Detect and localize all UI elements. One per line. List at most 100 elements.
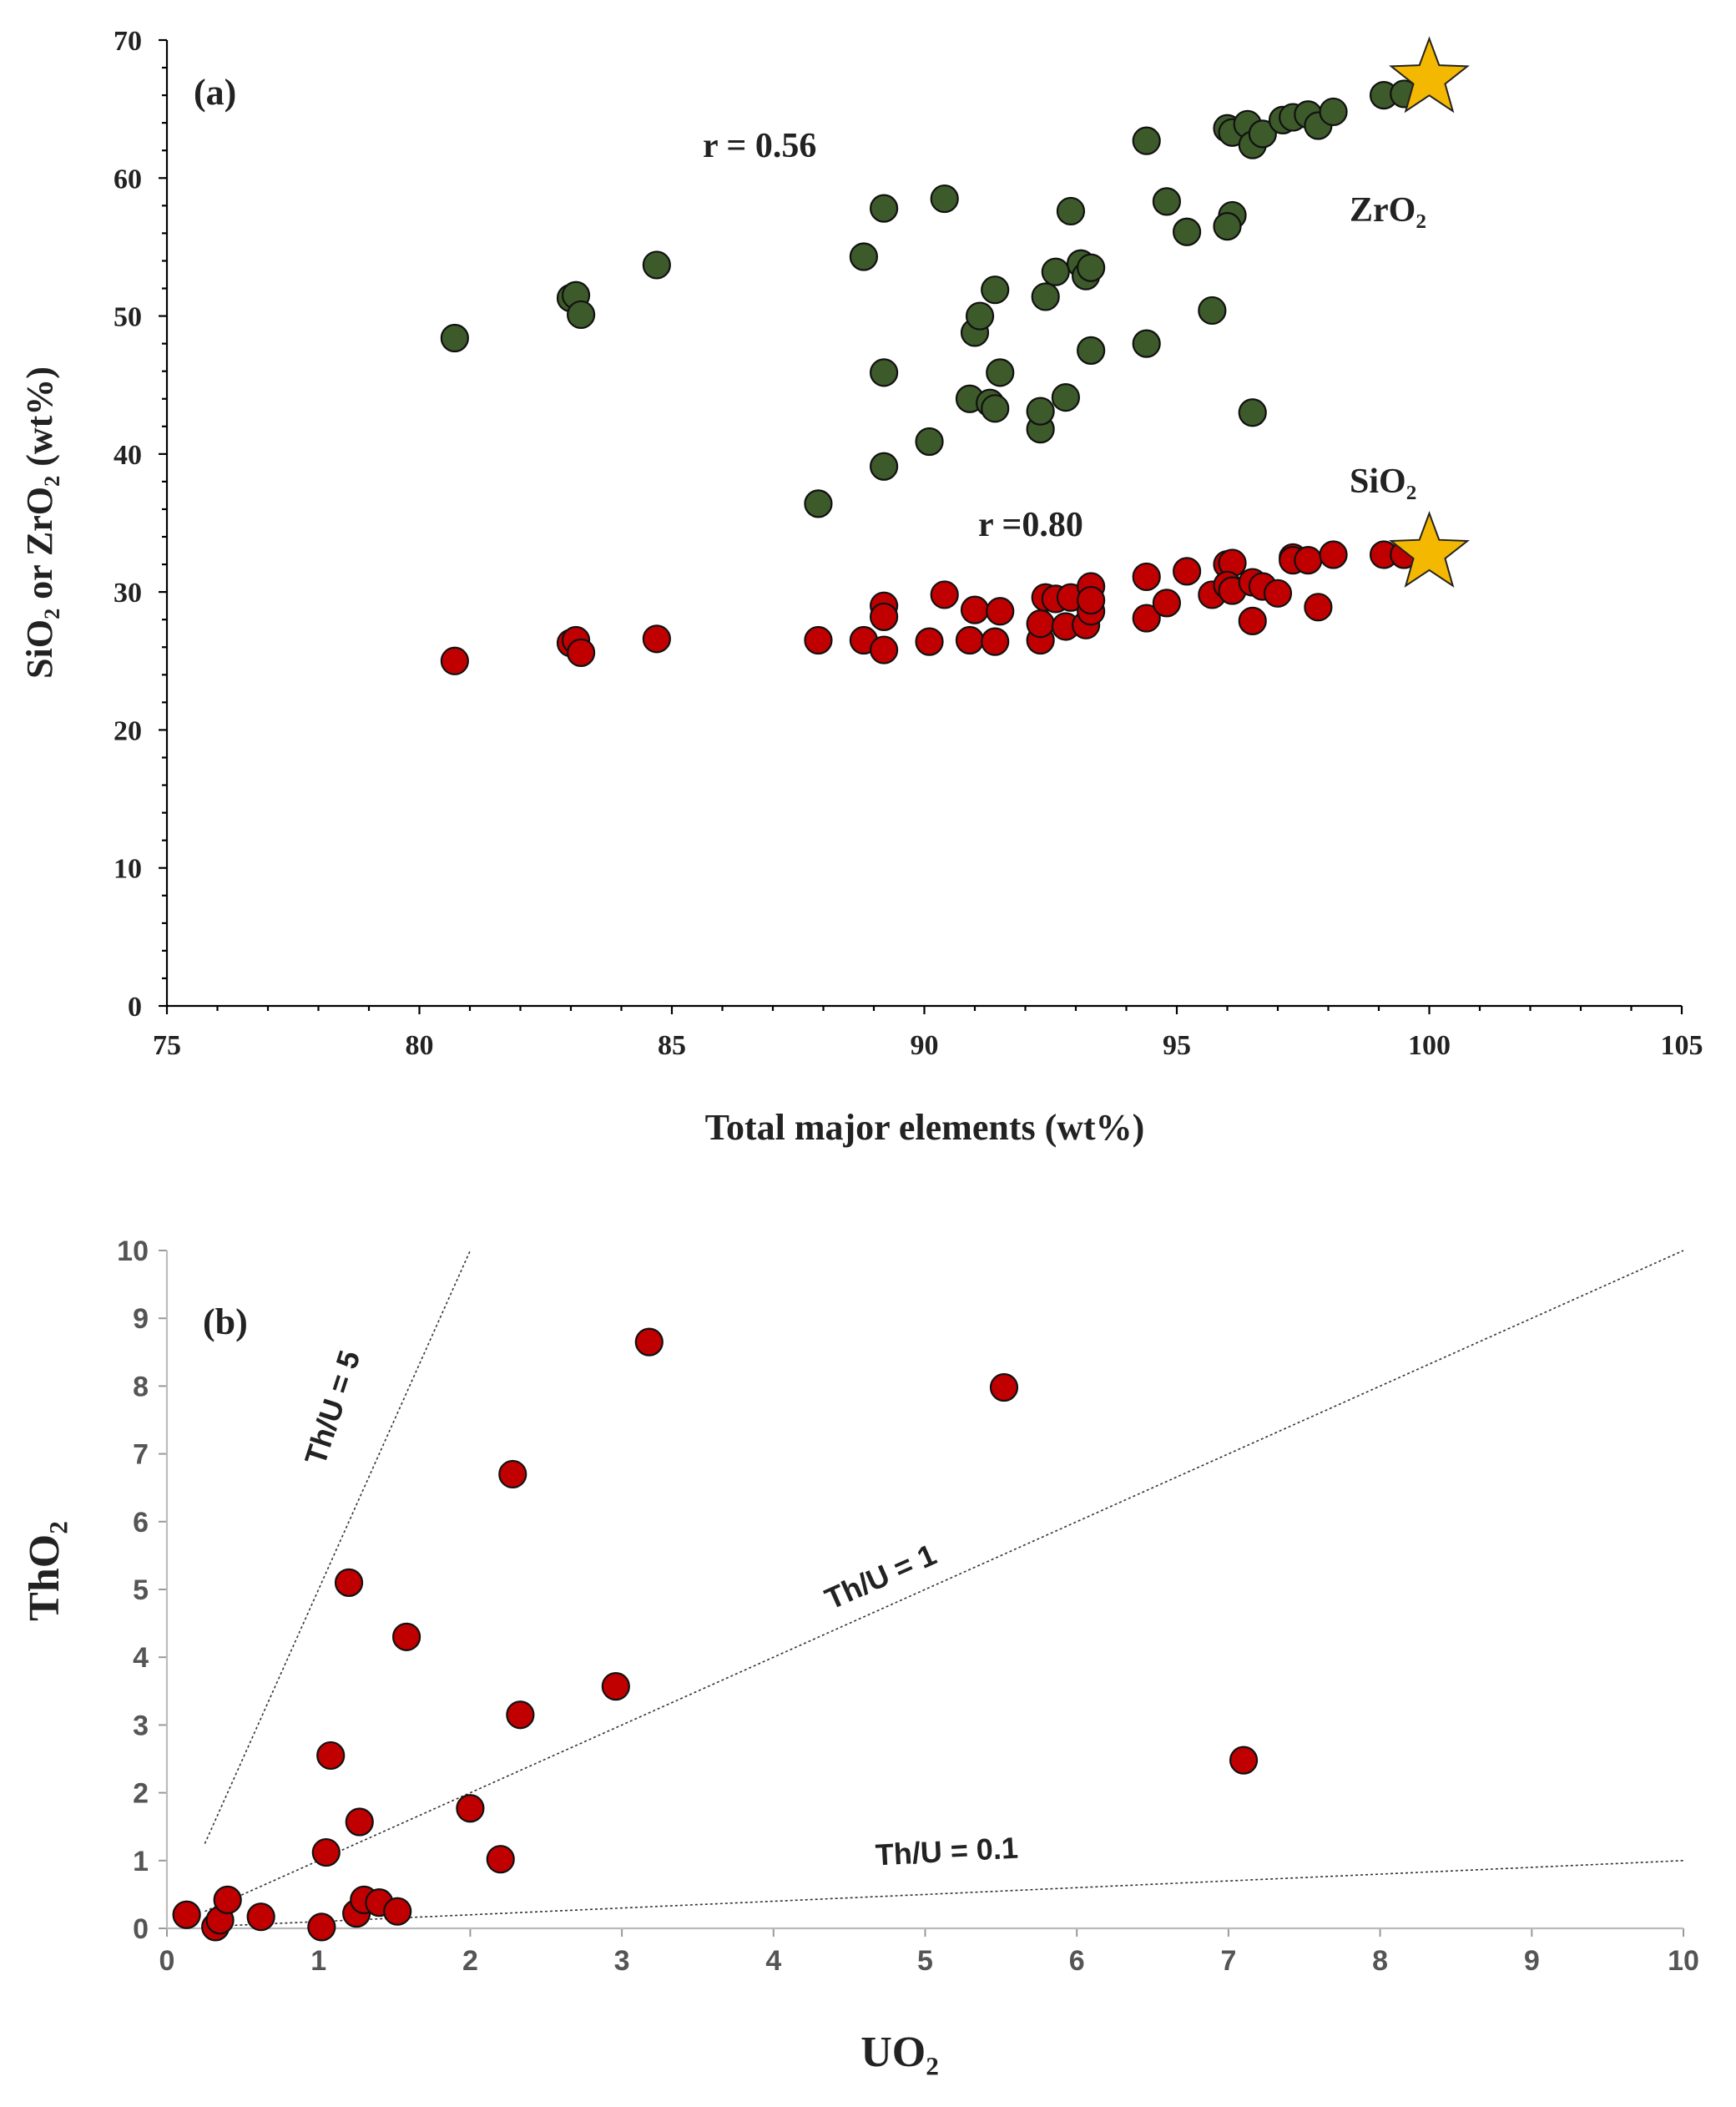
- tho2-uo2-point: [1229, 1746, 1259, 1775]
- tho2-uo2-point: [172, 1900, 201, 1929]
- tho2-uo2-point: [506, 1700, 535, 1730]
- panel-a-y-tick-label: 20: [114, 715, 142, 746]
- sio2-point: [930, 580, 959, 609]
- sio2-point: [915, 627, 944, 656]
- zro2-point: [986, 358, 1015, 387]
- panel-b-x-tick-label: 7: [1220, 1945, 1236, 1977]
- tho2-uo2-point: [498, 1459, 527, 1489]
- zro2-point: [981, 394, 1010, 423]
- zro2-point: [1248, 119, 1277, 149]
- panel-a-y-tick-label: 40: [114, 440, 142, 471]
- reference-star-marker: [1389, 511, 1470, 589]
- ref-label-1: Th/U = 1: [820, 1537, 941, 1616]
- panel-b-ticks: 0 1 2 3 4 5 6 7 8 9 10 0 1 2 3 4 5 6 7 8 9 10: [117, 1235, 1699, 1977]
- zro2-point: [915, 427, 944, 457]
- sio2-point: [1152, 589, 1182, 618]
- panel-b-y-tick-label: 1: [133, 1846, 149, 1877]
- panel-b-x-tick-label: 4: [765, 1945, 781, 1977]
- zro2-point: [1056, 196, 1086, 226]
- panel-a-x-tick-label: 105: [1661, 1030, 1703, 1061]
- sio2-point: [1304, 593, 1333, 622]
- panel-b-y-tick-label: 2: [133, 1778, 149, 1810]
- tho2-uo2-point: [316, 1741, 346, 1771]
- sio2-point: [1172, 557, 1202, 586]
- zro2-point: [1152, 187, 1182, 216]
- panel-b-y-tick-label: 3: [133, 1710, 149, 1741]
- panel-a-x-tick-label: 85: [658, 1030, 686, 1061]
- panel-b-y-tick-label: 7: [133, 1439, 149, 1471]
- tho2-uo2-point: [334, 1568, 364, 1597]
- tho2-uo2-point: [213, 1885, 242, 1914]
- panel-b-x-tick-label: 5: [917, 1945, 933, 1977]
- panel-a-ticks: 75 80 85 90 95 100 105 0 10 20 30 40 50 60 70: [114, 26, 1703, 1061]
- panel-b-x-tick-label: 2: [462, 1945, 478, 1977]
- sio2-point: [986, 597, 1015, 626]
- zro2-point: [1077, 336, 1106, 365]
- zro2-point: [1238, 398, 1267, 427]
- panel-a-y-tick-label: 60: [114, 164, 142, 195]
- sio2-point: [1026, 609, 1055, 639]
- zro2-point: [440, 323, 469, 353]
- sio2-point: [804, 625, 833, 655]
- zro2-point: [981, 275, 1010, 305]
- zro2-point: [642, 250, 671, 280]
- panel-b-y-tick-label: 9: [133, 1303, 149, 1335]
- sio2-point: [642, 624, 671, 654]
- ref-label-5: Th/U = 5: [298, 1347, 367, 1469]
- sio2-point: [1319, 540, 1348, 569]
- zro2-point: [1213, 212, 1242, 241]
- sio2-point: [440, 646, 469, 675]
- panel-b-y-tick-label: 8: [133, 1371, 149, 1402]
- zro2-point: [869, 452, 899, 481]
- panel-a-x-tick-label: 90: [911, 1030, 939, 1061]
- panel-b-y-label: ThO₂: [21, 1521, 68, 1621]
- tho2-uo2-point: [486, 1845, 515, 1874]
- panel-a-x-tick-label: 80: [406, 1030, 434, 1061]
- reference-star-marker: [1389, 36, 1470, 114]
- panel-b-x-tick-label: 8: [1372, 1945, 1388, 1977]
- panel-a-x-tick-label: 100: [1408, 1030, 1451, 1061]
- zro2-point: [1132, 329, 1161, 358]
- panel-b-x-tick-label: 6: [1069, 1945, 1085, 1977]
- zro2-point: [1077, 253, 1106, 282]
- tho2-uo2-point: [246, 1902, 275, 1932]
- panel-b-scatter: 0 1 2 3 4 5 6 7 8 9 10 0 1 2 3 4 5 6 7 8 9 10 (b) Th/U = 5 Th…: [21, 1235, 1699, 2076]
- ratio-line: [204, 1250, 472, 1844]
- ratio-line: [204, 1250, 1684, 1912]
- panel-a-y-tick-label: 30: [114, 578, 142, 609]
- sio2-point: [1263, 579, 1293, 608]
- zro2-point: [1026, 397, 1055, 426]
- tho2-uo2-point: [307, 1912, 336, 1942]
- panel-b-points: [172, 1327, 1259, 1942]
- zro2-point: [1198, 296, 1227, 326]
- panel-b-x-tick-label: 0: [159, 1945, 175, 1977]
- zro2-point: [804, 489, 833, 518]
- sio2-point: [1132, 604, 1161, 633]
- zro2-point: [1031, 282, 1060, 311]
- sio2-point: [981, 627, 1010, 656]
- sio2-point: [955, 625, 985, 655]
- zro2-point: [1319, 97, 1348, 127]
- panel-a-y-tick-label: 10: [114, 854, 142, 885]
- sio2-point: [1132, 562, 1161, 592]
- ratio-line: [204, 1860, 1684, 1928]
- panel-b-x-tick-label: 3: [614, 1945, 630, 1977]
- zro2-point: [1051, 382, 1081, 412]
- zro2-point: [1132, 126, 1161, 155]
- panel-a-scatter: 75 80 85 90 95 100 105 0 10 20 30 40 50 60 70 (a) r = …: [19, 26, 1703, 1148]
- sio2-point: [869, 602, 899, 631]
- tho2-uo2-point: [383, 1897, 412, 1926]
- zro2-point: [1041, 257, 1070, 286]
- tho2-uo2-point: [634, 1327, 664, 1357]
- sio2-point: [566, 638, 596, 667]
- tho2-uo2-point: [345, 1807, 374, 1837]
- tho2-uo2-point: [311, 1837, 341, 1867]
- zro2-point: [965, 301, 995, 331]
- panel-a-sio2-label: SiO₂: [1350, 462, 1416, 501]
- panel-b-x-label: UO₂: [860, 2029, 939, 2076]
- sio2-point: [1294, 546, 1323, 575]
- panel-a-y-label: SiO₂ or ZrO₂ (wt%): [19, 366, 60, 679]
- panel-a-r-sio2: r =0.80: [978, 506, 1083, 544]
- tho2-uo2-point: [391, 1622, 421, 1651]
